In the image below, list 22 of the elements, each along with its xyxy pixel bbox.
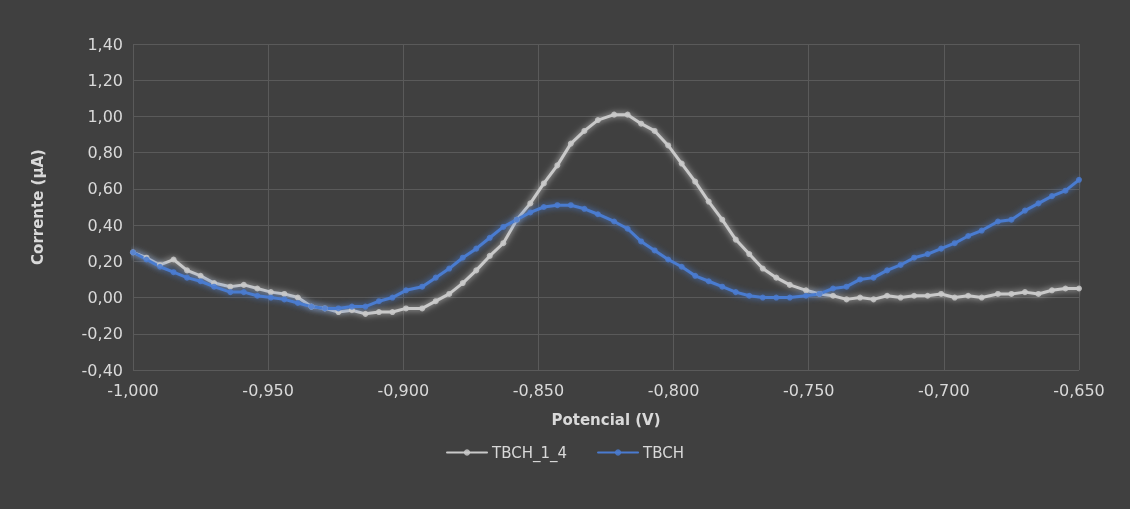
x-tick-label: -0,800	[647, 380, 700, 400]
y-tick-label: 1,40	[87, 34, 123, 54]
y-tick-label: 0,80	[87, 143, 123, 163]
y-tick-label: -0,20	[81, 324, 123, 344]
y-tick-label: -0,40	[81, 360, 123, 380]
y-tick-label: 1,20	[87, 70, 123, 90]
x-tick-label: -0,750	[782, 380, 835, 400]
x-tick-label: -0,650	[1053, 380, 1105, 400]
x-axis-title: Potencial (V)	[551, 410, 661, 429]
x-tick-label: -0,950	[242, 380, 294, 400]
y-axis-title: Corrente (µA)	[28, 149, 47, 265]
legend-label: TBCH	[642, 443, 684, 462]
y-tick-label: 0,60	[87, 179, 123, 199]
y-tick-label: 0,20	[87, 251, 123, 271]
y-tick-label: 0,00	[87, 288, 123, 308]
x-tick-label: -0,900	[377, 380, 430, 400]
x-tick-label: -0,700	[918, 380, 970, 400]
x-tick-label: -1,000	[107, 380, 159, 400]
legend-label: TBCH_1_4	[491, 443, 568, 463]
y-tick-label: 0,40	[87, 215, 123, 235]
x-tick-label: -0,850	[512, 380, 565, 400]
y-tick-label: 1,00	[87, 106, 123, 126]
